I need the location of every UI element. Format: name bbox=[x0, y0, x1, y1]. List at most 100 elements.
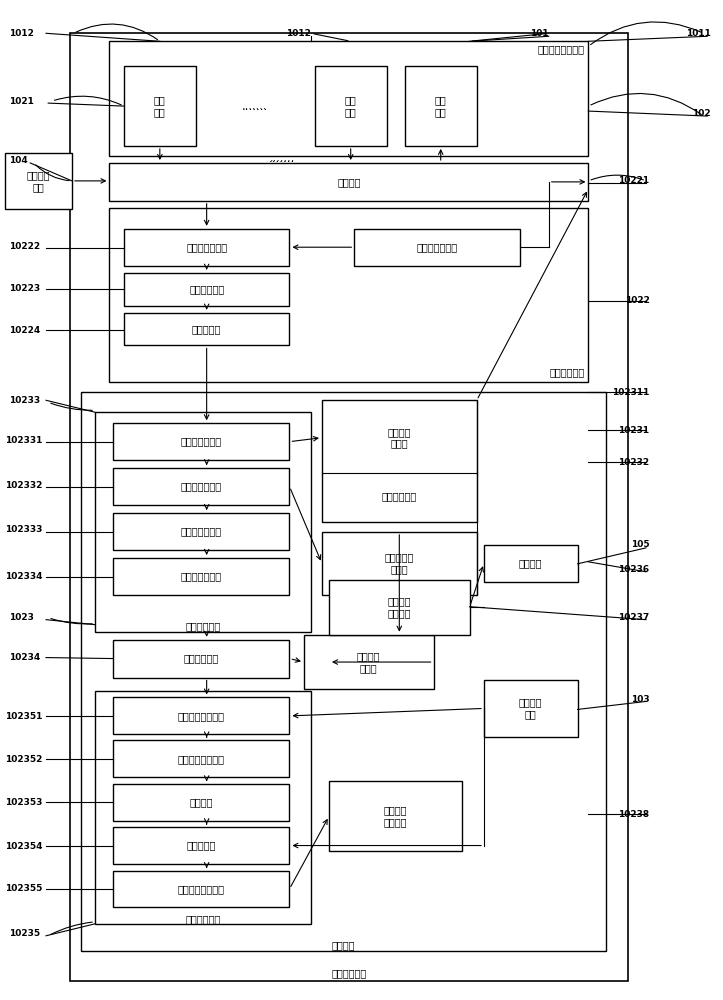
Text: 10231: 10231 bbox=[618, 426, 649, 435]
Bar bbox=[322, 400, 476, 522]
Text: 第四选取子单元: 第四选取子单元 bbox=[181, 571, 222, 581]
Text: 10237: 10237 bbox=[618, 613, 649, 622]
Text: 103: 103 bbox=[631, 695, 649, 704]
Bar bbox=[315, 66, 387, 146]
Bar bbox=[124, 313, 289, 345]
Text: 母体心音
通道: 母体心音 通道 bbox=[27, 170, 50, 192]
Text: 监测状态设
定单元: 监测状态设 定单元 bbox=[385, 553, 414, 574]
Bar bbox=[113, 558, 289, 595]
Text: 开关单元: 开关单元 bbox=[337, 177, 361, 187]
Bar bbox=[304, 635, 434, 689]
Text: 1012: 1012 bbox=[286, 29, 311, 38]
Text: 105: 105 bbox=[631, 540, 649, 549]
Bar bbox=[329, 580, 469, 635]
Bar bbox=[113, 697, 289, 734]
Bar bbox=[329, 781, 462, 851]
Bar bbox=[113, 513, 289, 550]
Text: 第二选取单元: 第二选取单元 bbox=[184, 654, 219, 664]
Bar bbox=[113, 640, 289, 678]
Text: 10232: 10232 bbox=[618, 458, 649, 467]
Text: 母体语音滤除单元: 母体语音滤除单元 bbox=[178, 754, 225, 764]
Bar bbox=[322, 532, 476, 595]
Text: 发射
探头: 发射 探头 bbox=[435, 95, 447, 117]
Bar bbox=[109, 41, 589, 156]
Text: 102334: 102334 bbox=[5, 572, 43, 581]
Text: 信号处理组件: 信号处理组件 bbox=[331, 968, 367, 978]
Bar bbox=[113, 871, 289, 907]
Text: 10223: 10223 bbox=[9, 284, 40, 293]
Bar bbox=[405, 66, 476, 146]
Text: 1012: 1012 bbox=[9, 29, 33, 38]
Text: 102332: 102332 bbox=[5, 481, 43, 490]
Text: 超声信号发生器: 超声信号发生器 bbox=[416, 242, 458, 252]
Text: 接收
探头: 接收 探头 bbox=[154, 95, 166, 117]
Text: 模数转换器: 模数转换器 bbox=[192, 324, 221, 334]
Text: 102354: 102354 bbox=[5, 842, 43, 851]
Bar bbox=[80, 392, 607, 951]
Text: 自适应滤波: 自适应滤波 bbox=[187, 841, 216, 851]
Text: 第一选取单元: 第一选取单元 bbox=[185, 622, 221, 632]
Text: 第二选取子单元: 第二选取子单元 bbox=[181, 482, 222, 492]
Text: 102352: 102352 bbox=[5, 755, 43, 764]
Text: 10234: 10234 bbox=[9, 653, 40, 662]
Bar bbox=[124, 273, 289, 306]
Text: .......: ....... bbox=[242, 101, 268, 111]
Bar bbox=[70, 33, 628, 981]
Bar bbox=[5, 153, 72, 209]
Bar bbox=[95, 412, 311, 632]
Text: 102333: 102333 bbox=[5, 525, 43, 534]
Bar bbox=[484, 680, 578, 737]
Bar bbox=[113, 784, 289, 821]
Text: .......: ....... bbox=[241, 100, 268, 113]
Text: 胎心异常
判定单元: 胎心异常 判定单元 bbox=[384, 805, 408, 827]
Text: 低通滤波: 低通滤波 bbox=[189, 798, 213, 808]
Text: 超声信号解调器: 超声信号解调器 bbox=[186, 242, 227, 252]
Bar bbox=[109, 163, 589, 201]
Text: 接收
探头: 接收 探头 bbox=[345, 95, 356, 117]
Bar bbox=[113, 468, 289, 505]
Bar bbox=[113, 740, 289, 777]
Text: 102351: 102351 bbox=[5, 712, 43, 721]
Bar bbox=[354, 229, 520, 266]
Text: 胎心获取单元: 胎心获取单元 bbox=[185, 914, 221, 924]
Text: 10233: 10233 bbox=[9, 396, 40, 405]
Text: 断开联通
子单元: 断开联通 子单元 bbox=[388, 427, 411, 448]
Text: 第一选取子单元: 第一选取子单元 bbox=[181, 437, 222, 447]
Text: 控制单元: 控制单元 bbox=[332, 940, 355, 950]
Bar bbox=[109, 208, 589, 382]
Text: 模数转换前端: 模数转换前端 bbox=[189, 284, 224, 294]
Text: 信噪比监
测单元: 信噪比监 测单元 bbox=[357, 651, 380, 673]
Bar bbox=[113, 827, 289, 864]
Text: 10238: 10238 bbox=[618, 810, 649, 819]
Bar bbox=[113, 423, 289, 460]
Text: 探头设定单元: 探头设定单元 bbox=[382, 492, 417, 502]
Text: 102353: 102353 bbox=[5, 798, 43, 807]
Text: 1021: 1021 bbox=[9, 97, 33, 106]
Text: 三路以上监测探头: 三路以上监测探头 bbox=[538, 44, 585, 54]
Text: 噪声信号
获取单元: 噪声信号 获取单元 bbox=[388, 596, 411, 618]
Text: 10221: 10221 bbox=[618, 176, 649, 185]
Text: 1022: 1022 bbox=[625, 296, 649, 305]
Text: 10222: 10222 bbox=[9, 242, 40, 251]
Text: 母体运动滤除单元: 母体运动滤除单元 bbox=[178, 711, 225, 721]
Bar bbox=[124, 66, 196, 146]
Text: .......: ....... bbox=[270, 153, 295, 163]
Text: 获取胎心率子单元: 获取胎心率子单元 bbox=[178, 884, 225, 894]
Text: 10224: 10224 bbox=[9, 326, 40, 335]
Text: 信号处理单元: 信号处理单元 bbox=[549, 367, 585, 377]
Text: 101: 101 bbox=[530, 29, 549, 38]
Text: 第三选取子单元: 第三选取子单元 bbox=[181, 526, 222, 536]
Bar bbox=[124, 229, 289, 266]
Text: 102311: 102311 bbox=[612, 388, 649, 397]
Text: 102355: 102355 bbox=[5, 884, 43, 893]
Text: 1011: 1011 bbox=[686, 29, 711, 38]
Bar bbox=[95, 691, 311, 924]
Text: 提醒单元: 提醒单元 bbox=[519, 558, 542, 568]
Text: 102331: 102331 bbox=[5, 436, 43, 445]
Text: 104: 104 bbox=[9, 156, 27, 165]
Text: 1023: 1023 bbox=[9, 613, 33, 622]
Text: 10235: 10235 bbox=[9, 929, 40, 938]
Text: 加速度传
感器: 加速度传 感器 bbox=[519, 698, 542, 719]
Text: 102: 102 bbox=[692, 109, 711, 118]
Bar bbox=[484, 545, 578, 582]
